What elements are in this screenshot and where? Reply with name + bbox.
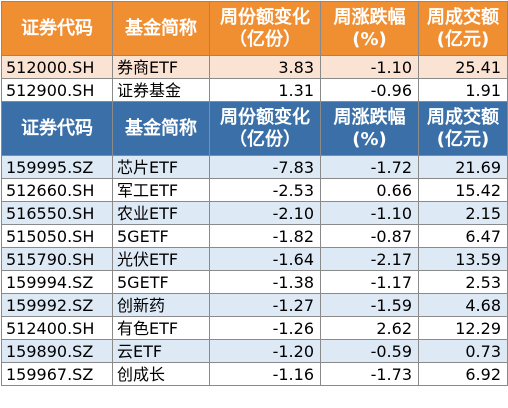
cell-share-change: -1.38 (209, 270, 321, 294)
cell-code: 159967.SZ (1, 362, 113, 386)
cell-volume: 2.53 (418, 270, 508, 294)
cell-name: 云ETF (112, 339, 210, 363)
cell-pct-change: 2.62 (320, 316, 419, 340)
table-row: 159967.SZ 创成长 -1.16 -1.73 6.92 (1, 362, 508, 386)
header-pct-change-line2: (%) (352, 28, 387, 50)
cell-pct-change: -0.96 (320, 78, 419, 102)
cell-code: 515790.SH (1, 247, 113, 271)
cell-pct-change: -2.17 (320, 247, 419, 271)
cell-volume: 0.73 (418, 339, 508, 363)
table-row: 512660.SH 军工ETF -2.53 0.66 15.42 (1, 178, 508, 202)
cell-share-change: -1.20 (209, 339, 321, 363)
cell-pct-change: 0.66 (320, 178, 419, 202)
header-pct-change: 周涨跌幅 (%) (320, 101, 419, 156)
cell-share-change: -1.16 (209, 362, 321, 386)
cell-share-change: 1.31 (209, 78, 321, 102)
cell-name: 创新药 (112, 293, 210, 317)
cell-name: 有色ETF (112, 316, 210, 340)
cell-share-change: -7.83 (209, 155, 321, 179)
header-pct-change: 周涨跌幅 (%) (320, 1, 419, 56)
cell-pct-change: -1.73 (320, 362, 419, 386)
table-row: 512400.SH 有色ETF -1.26 2.62 12.29 (1, 316, 508, 340)
header-volume-line2: (亿元) (436, 128, 490, 150)
cell-pct-change: -1.59 (320, 293, 419, 317)
cell-volume: 15.42 (418, 178, 508, 202)
header-volume-line1: 周成交额 (427, 6, 499, 28)
cell-volume: 2.15 (418, 201, 508, 225)
cell-pct-change: -1.10 (320, 55, 419, 79)
cell-code: 159992.SZ (1, 293, 113, 317)
cell-name: 农业ETF (112, 201, 210, 225)
cell-name: 5GETF (112, 270, 210, 294)
etf-flow-table: 证券代码 基金简称 周份额变化 （亿份） 周涨跌幅 (%) 周成交额 (亿元) 512… (1, 1, 508, 386)
header-share-change: 周份额变化 （亿份） (209, 1, 321, 56)
cell-volume: 6.47 (418, 224, 508, 248)
cell-pct-change: -1.17 (320, 270, 419, 294)
header-row-bottom: 证券代码 基金简称 周份额变化 （亿份） 周涨跌幅 (%) 周成交额 (亿元) (1, 101, 508, 156)
cell-name: 证券基金 (112, 78, 210, 102)
cell-volume: 4.68 (418, 293, 508, 317)
cell-share-change: -1.64 (209, 247, 321, 271)
header-name: 基金简称 (112, 1, 210, 56)
table-row: 159995.SZ 芯片ETF -7.83 -1.72 21.69 (1, 155, 508, 179)
cell-code: 515050.SH (1, 224, 113, 248)
cell-code: 512660.SH (1, 178, 113, 202)
header-volume: 周成交额 (亿元) (418, 101, 508, 156)
cell-pct-change: -1.72 (320, 155, 419, 179)
table-row: 159890.SZ 云ETF -1.20 -0.59 0.73 (1, 339, 508, 363)
cell-code: 512400.SH (1, 316, 113, 340)
cell-name: 光伏ETF (112, 247, 210, 271)
cell-name: 军工ETF (112, 178, 210, 202)
cell-name: 芯片ETF (112, 155, 210, 179)
table-row: 515050.SH 5GETF -1.82 -0.87 6.47 (1, 224, 508, 248)
cell-name: 创成长 (112, 362, 210, 386)
header-volume-line2: (亿元) (436, 28, 490, 50)
cell-pct-change: -1.10 (320, 201, 419, 225)
cell-pct-change: -0.59 (320, 339, 419, 363)
header-code: 证券代码 (1, 1, 113, 56)
header-code: 证券代码 (1, 101, 113, 156)
header-share-change-line1: 周份额变化 (220, 6, 310, 28)
cell-share-change: -2.53 (209, 178, 321, 202)
cell-code: 512900.SH (1, 78, 113, 102)
header-share-change: 周份额变化 （亿份） (209, 101, 321, 156)
header-volume-line1: 周成交额 (427, 106, 499, 128)
header-share-change-line2: （亿份） (229, 128, 301, 150)
cell-share-change: 3.83 (209, 55, 321, 79)
cell-share-change: -1.26 (209, 316, 321, 340)
cell-code: 159995.SZ (1, 155, 113, 179)
cell-volume: 12.29 (418, 316, 508, 340)
table-row: 516550.SH 农业ETF -2.10 -1.10 2.15 (1, 201, 508, 225)
table-row: 512000.SH 券商ETF 3.83 -1.10 25.41 (1, 55, 508, 79)
header-pct-change-line2: (%) (352, 128, 387, 150)
cell-name: 5GETF (112, 224, 210, 248)
header-name: 基金简称 (112, 101, 210, 156)
cell-volume: 6.92 (418, 362, 508, 386)
header-share-change-line2: （亿份） (229, 28, 301, 50)
header-volume: 周成交额 (亿元) (418, 1, 508, 56)
cell-share-change: -2.10 (209, 201, 321, 225)
cell-code: 512000.SH (1, 55, 113, 79)
cell-name: 券商ETF (112, 55, 210, 79)
cell-code: 159994.SZ (1, 270, 113, 294)
cell-code: 159890.SZ (1, 339, 113, 363)
cell-volume: 1.91 (418, 78, 508, 102)
header-row-top: 证券代码 基金简称 周份额变化 （亿份） 周涨跌幅 (%) 周成交额 (亿元) (1, 1, 508, 56)
cell-volume: 13.59 (418, 247, 508, 271)
table-row: 515790.SH 光伏ETF -1.64 -2.17 13.59 (1, 247, 508, 271)
cell-pct-change: -0.87 (320, 224, 419, 248)
header-pct-change-line1: 周涨跌幅 (333, 6, 406, 28)
header-pct-change-line1: 周涨跌幅 (333, 106, 406, 128)
table-row: 159992.SZ 创新药 -1.27 -1.59 4.68 (1, 293, 508, 317)
header-share-change-line1: 周份额变化 (220, 106, 310, 128)
table-row: 159994.SZ 5GETF -1.38 -1.17 2.53 (1, 270, 508, 294)
cell-share-change: -1.27 (209, 293, 321, 317)
table-row: 512900.SH 证券基金 1.31 -0.96 1.91 (1, 78, 508, 102)
cell-volume: 21.69 (418, 155, 508, 179)
cell-code: 516550.SH (1, 201, 113, 225)
cell-share-change: -1.82 (209, 224, 321, 248)
cell-volume: 25.41 (418, 55, 508, 79)
